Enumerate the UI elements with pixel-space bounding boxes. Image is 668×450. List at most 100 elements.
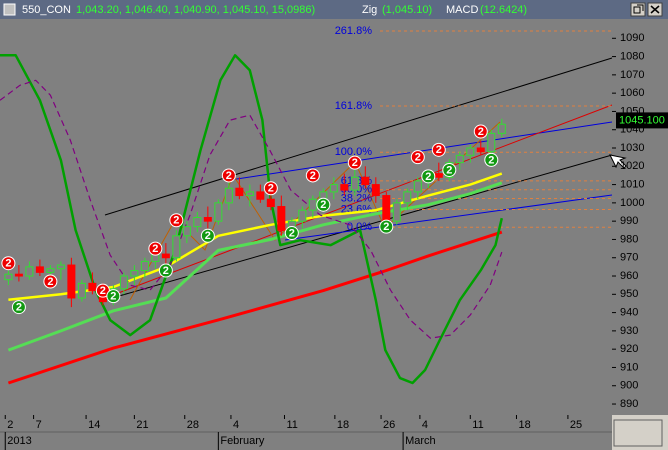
y-tick-label: 980 <box>620 233 638 245</box>
x-tick-label: 14 <box>88 419 100 431</box>
y-tick-label: 890 <box>620 398 638 410</box>
x-tick-label: 26 <box>383 419 395 431</box>
signal <box>106 289 121 304</box>
candle-body <box>329 184 338 193</box>
candle-body <box>46 268 55 273</box>
signal-label: 2 <box>415 152 421 164</box>
x-tick-label: 11 <box>472 419 483 431</box>
signal-label: 2 <box>152 243 158 255</box>
signal-label: 2 <box>436 144 442 156</box>
candle-body <box>382 195 391 222</box>
signal <box>421 169 436 184</box>
y-tick-label: 1070 <box>620 69 644 81</box>
candle-body <box>256 191 265 200</box>
indicator-name: MACD <box>446 4 478 16</box>
x-tick-label: 4 <box>422 419 428 431</box>
x-tick-label: 4 <box>233 419 239 431</box>
fib-label: 261.8% <box>335 25 373 37</box>
candle-body <box>371 184 380 197</box>
signal <box>158 263 173 278</box>
y-tick-label: 900 <box>620 380 638 392</box>
candle-body <box>224 187 233 204</box>
candle-body <box>193 217 202 228</box>
candle-body <box>67 264 76 299</box>
signal <box>473 124 488 139</box>
signal <box>221 168 236 183</box>
candle-body <box>392 202 401 222</box>
y-tick-label: 1090 <box>620 32 644 44</box>
fib-label: 100.0% <box>335 146 373 158</box>
candle-body <box>497 123 506 134</box>
signal <box>1 256 16 271</box>
signal <box>11 300 26 315</box>
signal <box>431 142 446 157</box>
y-tick-label: 930 <box>620 325 638 337</box>
candle-body <box>487 132 496 153</box>
last-price: 1045.100 <box>619 114 665 126</box>
signal-label: 2 <box>268 183 274 195</box>
period-label: February <box>220 435 265 447</box>
signal-label: 2 <box>352 157 358 169</box>
candle-body <box>455 154 464 164</box>
signal-label: 2 <box>205 230 211 242</box>
symbol: 550_CON <box>22 4 71 16</box>
signal <box>284 226 299 241</box>
price-axis <box>612 19 668 415</box>
y-tick-label: 1060 <box>620 87 644 99</box>
candle-body <box>340 184 349 191</box>
y-tick-label: 1010 <box>620 178 644 190</box>
y-tick-label: 970 <box>620 252 638 264</box>
signal <box>148 241 163 256</box>
candle-body <box>161 253 170 259</box>
candle-body <box>466 147 475 156</box>
candle-body <box>245 191 254 197</box>
window-icon[interactable] <box>3 3 16 16</box>
signal-label: 2 <box>488 154 494 166</box>
candle-body <box>476 147 485 153</box>
plot: 261.8%161.8%100.0%61.8%50.0%38.2%23.6%0.… <box>0 25 613 385</box>
x-tick-label: 7 <box>36 419 42 431</box>
period-label: 2013 <box>7 435 31 447</box>
candle-body <box>413 180 422 193</box>
fib-label: 161.8% <box>335 100 373 112</box>
y-tick-label: 950 <box>620 288 638 300</box>
candle-body <box>182 226 191 237</box>
signal-label: 2 <box>383 221 389 233</box>
signal <box>347 155 362 170</box>
candle-body <box>77 282 86 299</box>
candle-body <box>350 176 359 191</box>
x-tick-label: 18 <box>337 419 349 431</box>
candle-body <box>266 198 275 208</box>
candle-body <box>203 217 212 222</box>
signal <box>305 168 320 183</box>
candle-body <box>361 176 370 186</box>
y-tick-label: 920 <box>620 343 638 355</box>
y-tick-label: 960 <box>620 270 638 282</box>
signal-label: 2 <box>446 164 452 176</box>
candle-body <box>14 273 23 277</box>
signal-label: 2 <box>110 291 116 303</box>
signal-label: 2 <box>320 199 326 211</box>
signal-label: 2 <box>226 170 232 182</box>
candle-body <box>140 260 149 272</box>
y-tick-label: 940 <box>620 306 638 318</box>
y-tick-label: 1030 <box>620 142 644 154</box>
restore-icon <box>633 4 644 14</box>
signal-label: 2 <box>310 170 316 182</box>
y-tick-label: 1000 <box>620 197 644 209</box>
x-tick-label: 18 <box>518 419 530 431</box>
signal <box>484 152 499 167</box>
candle-body <box>130 270 139 277</box>
signal <box>43 274 58 289</box>
signal-label: 2 <box>5 258 11 270</box>
trendline <box>284 194 613 241</box>
signal <box>442 162 457 177</box>
indicator-line <box>7 230 503 385</box>
candle-body <box>172 235 181 259</box>
candle-body <box>4 273 13 281</box>
x-tick-label: 21 <box>136 419 148 431</box>
corner-box[interactable] <box>613 419 663 447</box>
candle-body <box>214 202 223 222</box>
signal-label: 2 <box>478 126 484 138</box>
